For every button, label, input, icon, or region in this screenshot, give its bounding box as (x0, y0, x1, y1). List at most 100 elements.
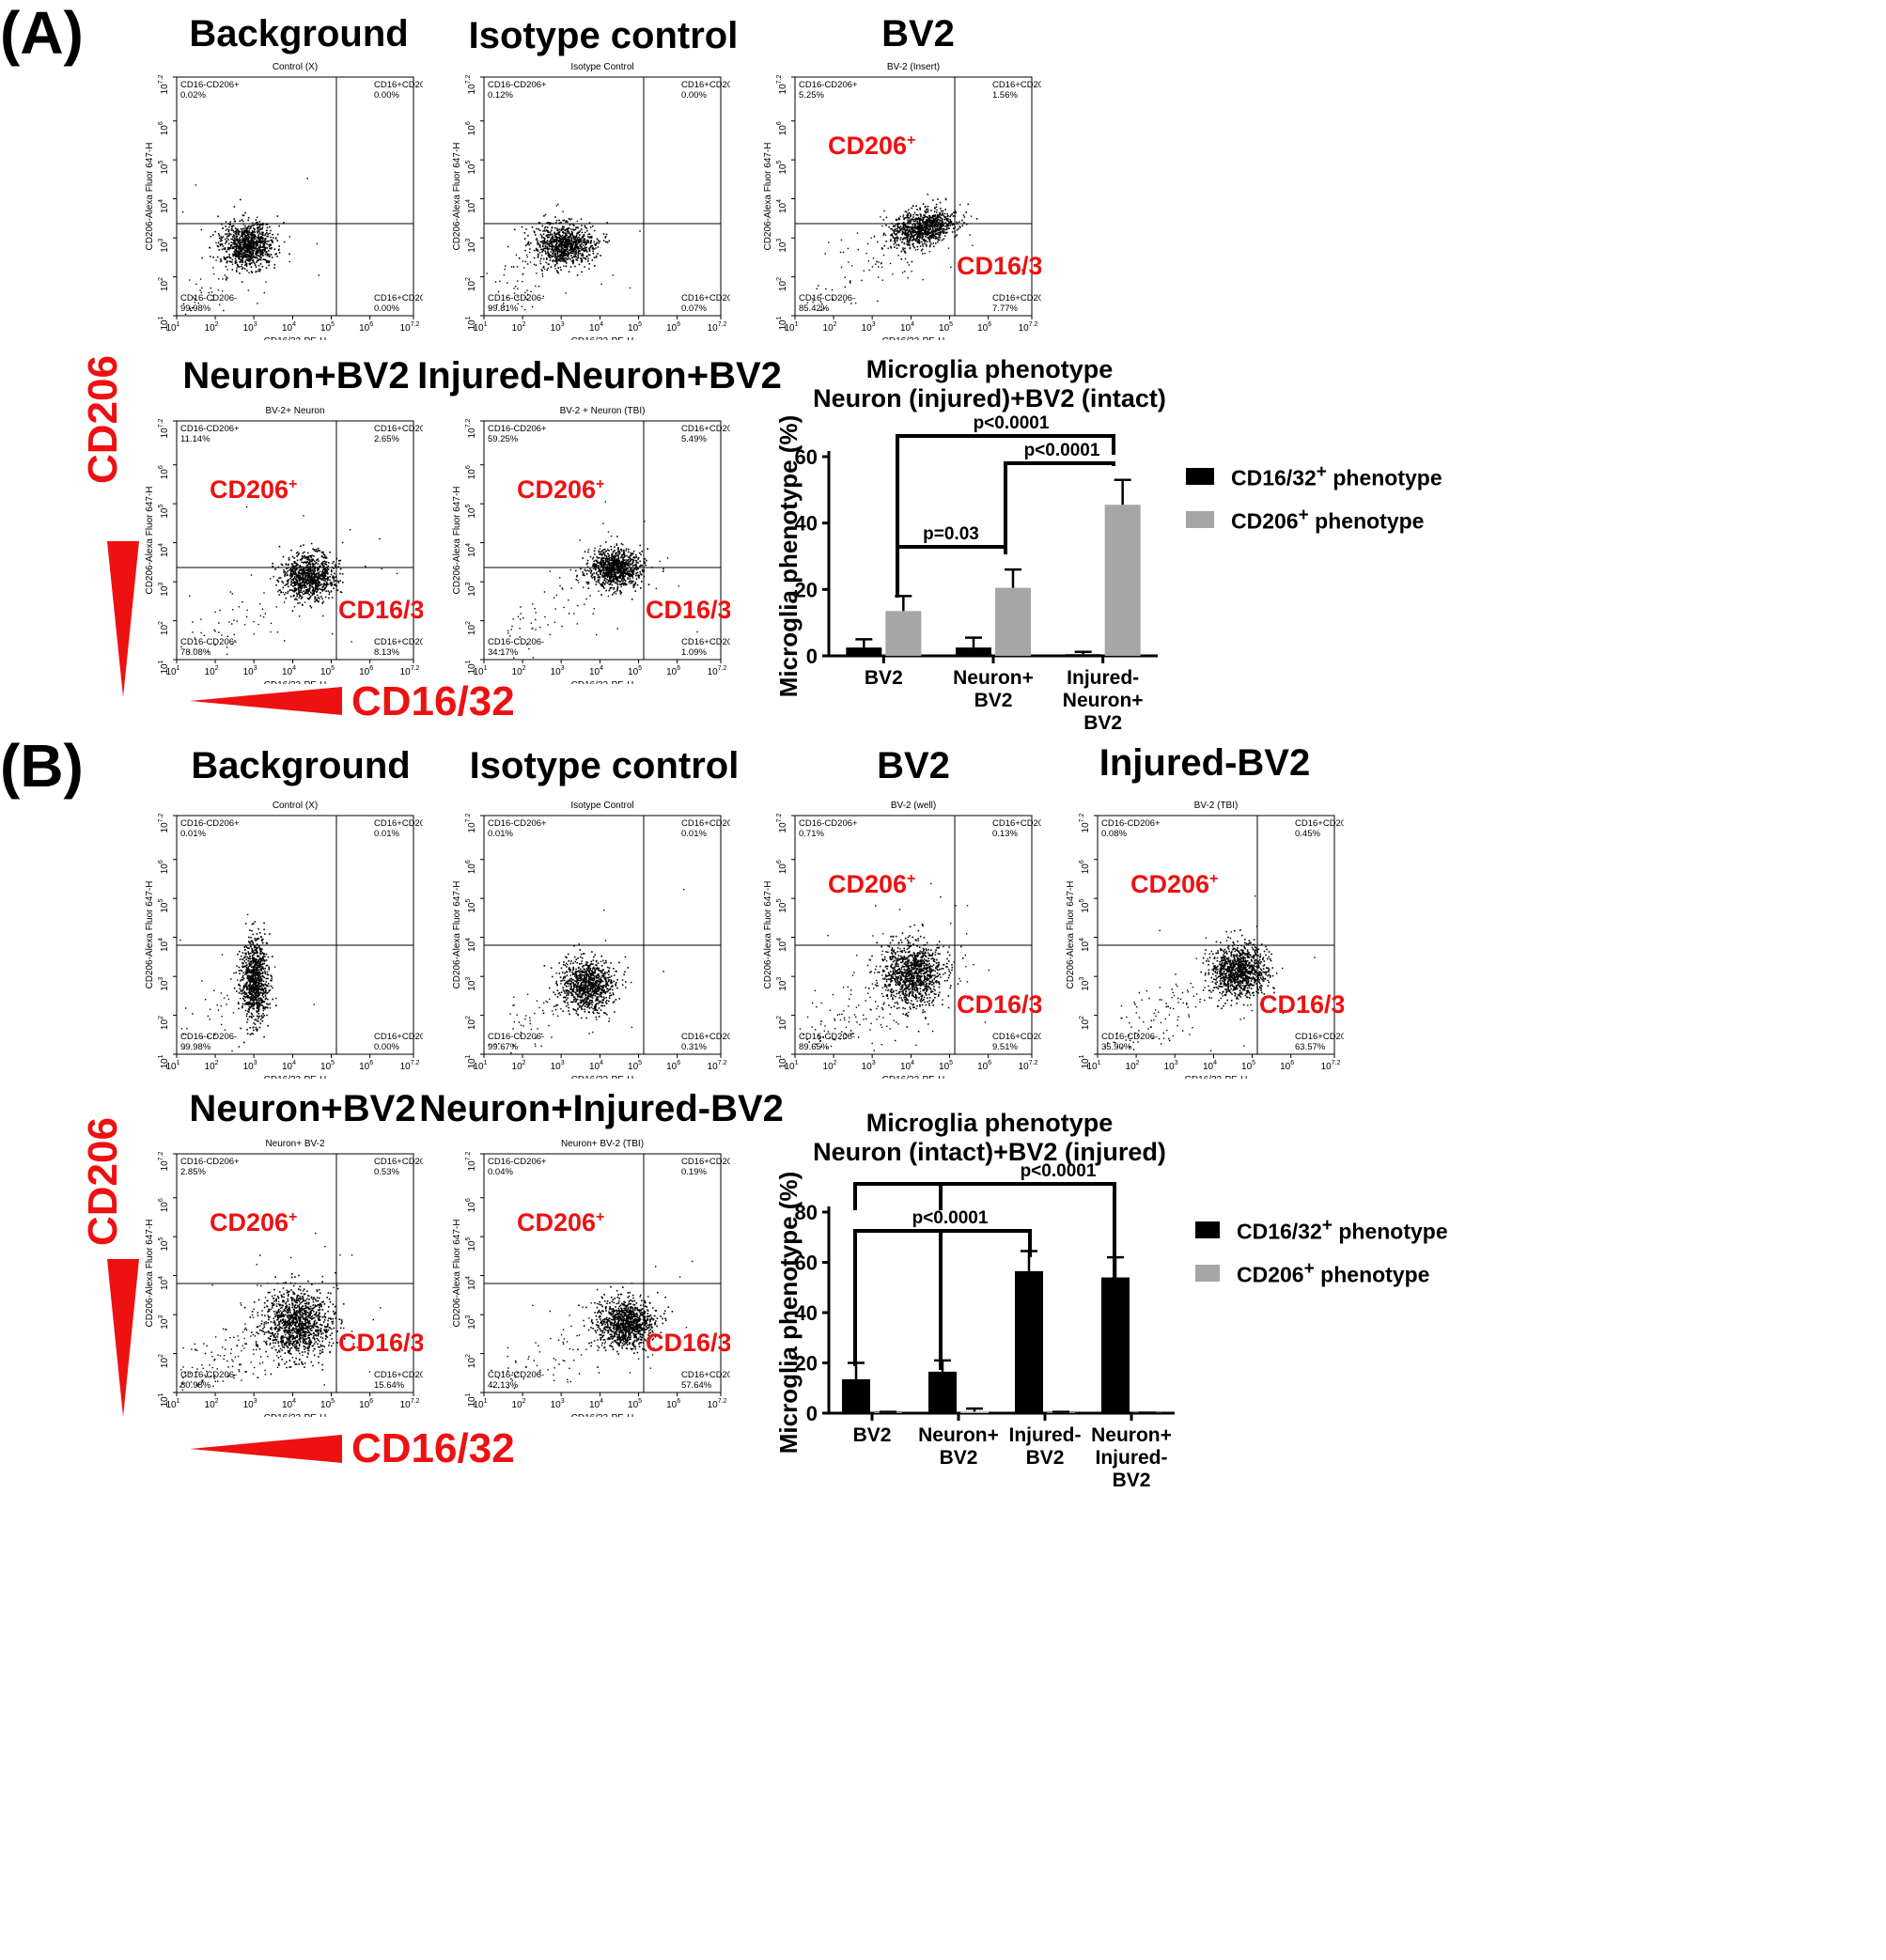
quadrant-ul-label: CD16-CD206+ (180, 1157, 240, 1167)
bar-category-label: Injured- (1067, 667, 1139, 689)
quadrant-ll-value: 85.42% (799, 303, 830, 314)
y-tick-label: 106 (158, 121, 170, 135)
x-tick-label: 104 (589, 1398, 603, 1410)
y-tick-label: 107.2 (1079, 813, 1091, 832)
y-tick-label: 103 (465, 977, 477, 991)
quadrant-lr-value: 0.31% (681, 1042, 707, 1052)
flow-y-axis-label: CD206-Alexa Fluor 647-H (452, 880, 462, 988)
flow-plot-subtitle: Isotype Control (570, 62, 633, 72)
panel-label-a: (A) (0, 0, 84, 67)
flow-title-b-isotype: Isotype control (469, 745, 740, 786)
bar-category-label: BV2 (853, 1424, 892, 1446)
y-tick-label: 103 (158, 239, 170, 253)
bar-y-axis-label: Microglia phenotype (%) (774, 415, 803, 697)
quadrant-ll-label: CD16-CD206- (488, 637, 544, 647)
x-tick-label: 101 (784, 321, 798, 334)
quadrant-ur-value: 0.53% (374, 1167, 399, 1177)
x-tick-label: 103 (243, 1060, 257, 1072)
quadrant-lr-value: 0.07% (681, 303, 707, 314)
x-tick-label: 104 (589, 665, 603, 677)
y-tick-label: 103 (465, 1315, 477, 1330)
flow-y-axis-label: CD206-Alexa Fluor 647-H (145, 1219, 155, 1327)
flow-plot-frame (176, 1153, 414, 1393)
x-tick-label: 102 (512, 1398, 526, 1410)
cd206-population-tag: CD206+ (517, 475, 604, 504)
x-tick-label: 107.2 (400, 665, 420, 677)
panel-label-b: (B) (0, 732, 84, 800)
flow-plot-subtitle: BV-2 + Neuron (TBI) (560, 406, 646, 416)
flow-title-a-isotype: Isotype control (468, 15, 739, 56)
cd206-population-tag: CD206+ (210, 475, 297, 504)
flow-y-axis-label: CD206-Alexa Fluor 647-H (145, 486, 155, 594)
quadrant-ul-label: CD16-CD206+ (1101, 818, 1161, 829)
flow-x-axis-label: CD16/32-PE-H (882, 336, 945, 340)
y-tick-label: 106 (776, 121, 788, 135)
cd206-population-tag: CD206+ (1130, 870, 1218, 898)
quadrant-lr-value: 7.77% (992, 303, 1018, 314)
quadrant-ul-value: 11.14% (180, 434, 210, 444)
flow-plot-svg: Control (X)CD16-CD206+0.01%CD16+CD206+0.… (145, 801, 423, 1079)
flow-plot-svg: Isotype Control CD16-CD206+0.12% CD16+CD20… (452, 62, 730, 340)
flow-title-b-neuron-injured-bv2: Neuron+Injured-BV2 (419, 1088, 784, 1129)
quadrant-lr-label: CD16+CD206- (992, 293, 1041, 303)
x-tick-label: 106 (359, 1398, 373, 1410)
event-dots (179, 1232, 382, 1392)
quadrant-lr-label: CD16+CD206- (374, 1032, 423, 1042)
flow-y-axis-label: CD206-Alexa Fluor 647-H (763, 880, 773, 988)
quadrant-ur-label: CD16+CD206+ (374, 1157, 423, 1167)
y-tick-label: 104 (158, 1276, 170, 1290)
flow-plot-subtitle: BV-2+ Neuron (265, 406, 324, 416)
bar-cd1632 (842, 1378, 870, 1413)
x-tick-label: 103 (862, 1060, 876, 1072)
flow-title-b-neuron-bv2: Neuron+BV2 (189, 1088, 416, 1129)
legend-swatch-black (1186, 468, 1214, 485)
quadrant-ur-value: 0.01% (681, 829, 707, 839)
flow-title-b-injured-bv2: Injured-BV2 (1099, 742, 1311, 784)
quadrant-ur-label: CD16+CD206+ (992, 818, 1041, 829)
quadrant-lr-value: 0.00% (374, 303, 399, 314)
flow-plot-b-background: Control (X)CD16-CD206+0.01%CD16+CD206+0.… (141, 797, 423, 1079)
flow-plot-subtitle: Control (X) (273, 801, 318, 811)
y-tick-label: 106 (465, 465, 477, 479)
y-tick-label: 107.2 (465, 74, 477, 94)
flow-title-a-injured-neuron-bv2: Injured-Neuron+BV2 (417, 355, 782, 397)
x-tick-label: 105 (320, 1060, 335, 1072)
quadrant-lr-label: CD16+CD206- (681, 637, 730, 647)
cd1632-gradient-arrow-b (190, 1435, 342, 1463)
quadrant-ll-value: 80.98% (180, 1380, 211, 1391)
event-dots (486, 203, 641, 311)
legend-a-item-cd1632: CD16/32+ phenotype (1186, 455, 1442, 498)
quadrant-ul-value: 0.71% (799, 829, 824, 839)
bar-cd1632 (1015, 1270, 1043, 1413)
y-tick-label: 101 (158, 1054, 170, 1068)
x-tick-label: 104 (900, 1060, 914, 1072)
flow-title-a-neuron-bv2: Neuron+BV2 (182, 355, 410, 397)
y-tick-label: 107.2 (776, 74, 788, 94)
quadrant-ur-value: 0.01% (374, 829, 399, 839)
y-tick-label: 106 (465, 860, 477, 874)
x-tick-label: 104 (900, 321, 914, 334)
y-tick-label: 105 (465, 161, 477, 175)
quadrant-ur-label: CD16+CD206+ (1295, 818, 1344, 829)
y-tick-label: 103 (158, 583, 170, 597)
y-tick-label: 103 (158, 977, 170, 991)
y-tick-label: 104 (776, 938, 788, 952)
flow-plot-a-injured-neuron-bv2: BV-2 + Neuron (TBI) CD16-CD206+ 59.25% CD16… (448, 402, 730, 684)
quadrant-ur-label: CD16+CD206+ (374, 80, 423, 90)
significance-bracket (853, 1182, 1116, 1321)
y-tick-label: 102 (465, 1354, 477, 1368)
cd1632-population-tag: CD16/32+ (338, 596, 423, 624)
quadrant-ur-label: CD16+CD206+ (992, 80, 1041, 90)
quadrant-ur-value: 1.56% (992, 90, 1018, 101)
quadrant-ll-label: CD16-CD206- (799, 293, 855, 303)
x-tick-label: 104 (589, 321, 603, 334)
flow-plot-a-background: Control (X)CD16-CD206+0.02%CD16+CD206+0.… (141, 58, 423, 340)
x-tick-label: 106 (666, 1398, 680, 1410)
x-tick-label: 101 (1086, 1060, 1100, 1072)
x-tick-label: 102 (512, 321, 526, 334)
cd206-gradient-arrow-a (107, 541, 139, 697)
quadrant-ul-label: CD16-CD206+ (799, 80, 858, 90)
bar-y-axis-label: Microglia phenotype (%) (774, 1172, 803, 1454)
y-tick-label: 102 (776, 1016, 788, 1030)
quadrant-ul-value: 0.02% (180, 90, 206, 101)
